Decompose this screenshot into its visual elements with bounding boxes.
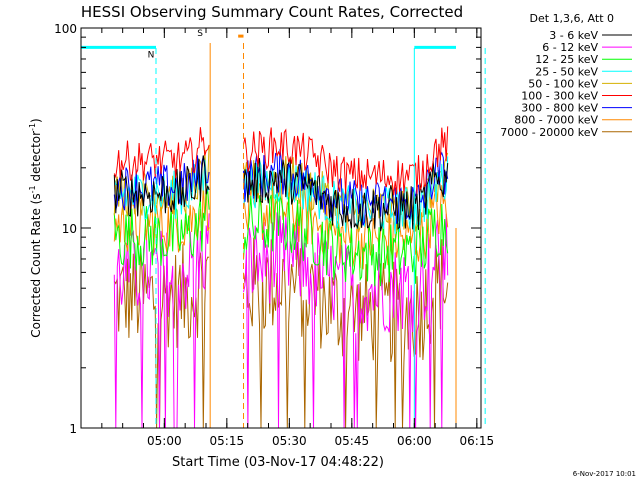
y-axis-label-sup1: -1	[28, 185, 37, 193]
legend-item-label: 100 - 300 keV	[521, 90, 598, 103]
y-axis-label-end: )	[29, 118, 43, 123]
series-line-100-300-kev	[113, 126, 449, 196]
x-tick-label: 05:45	[335, 434, 370, 448]
legend-header: Det 1,3,6, Att 0	[530, 12, 614, 25]
legend-item-label: 7000 - 20000 keV	[500, 126, 598, 139]
orbit-annotations: NS	[81, 29, 486, 428]
x-tick-label: 06:15	[460, 434, 495, 448]
y-tick-label: 10	[62, 222, 77, 236]
x-tick-label: 05:00	[147, 434, 182, 448]
series-line-12-25-kev	[113, 189, 449, 287]
footer-date: 6-Nov-2017 10:01	[573, 470, 636, 478]
y-axis-label: Corrected Count Rate (s-1 detector-1)	[28, 118, 43, 337]
series-line-25-50-kev	[113, 156, 449, 234]
y-tick-label: 1	[69, 422, 77, 436]
night-marker-label: N	[148, 50, 155, 60]
x-tick-label: 05:15	[210, 434, 245, 448]
legend-item-label: 50 - 100 keV	[528, 77, 598, 90]
legend-item-label: 25 - 50 keV	[535, 65, 598, 78]
legend-item-label: 12 - 25 keV	[535, 53, 598, 66]
x-tick-label: 06:00	[397, 434, 432, 448]
plot-area	[113, 126, 449, 429]
y-tick-label: 100	[54, 22, 77, 36]
legend-item-label: 300 - 800 keV	[521, 102, 598, 115]
saa-marker-label: S	[197, 29, 203, 39]
legend-item-label: 3 - 6 keV	[549, 29, 598, 42]
legend-item-label: 800 - 7000 keV	[514, 114, 598, 127]
axes: 1 10 100 05:00 05:15 05:30 05:45 06:00 06:15	[54, 22, 494, 448]
y-axis-label-main: Corrected Count Rate (s	[29, 193, 43, 337]
x-axis-label: Start Time (03-Nov-17 04:48:22)	[172, 455, 384, 470]
x-tick-label: 05:30	[272, 434, 307, 448]
y-axis-label-sup2: -1	[28, 123, 37, 131]
y-axis-label-mid: detector	[29, 131, 43, 186]
chart-title: HESSI Observing Summary Count Rates, Cor…	[81, 3, 463, 21]
series-line-3-6-kev	[113, 155, 449, 232]
legend-item-label: 6 - 12 keV	[542, 41, 598, 54]
